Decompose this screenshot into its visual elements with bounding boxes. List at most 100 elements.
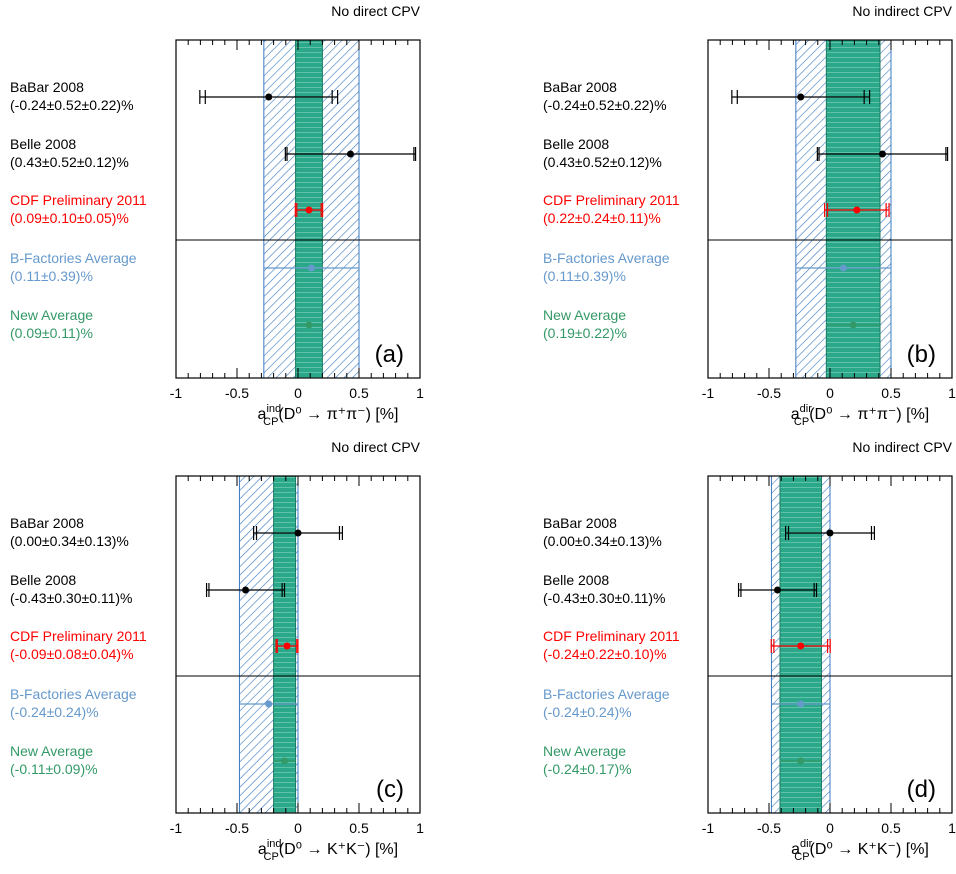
row-result: (-0.11±0.09)% <box>10 761 98 777</box>
row-name: B-Factories Average <box>543 250 670 266</box>
x-axis-label-base: a <box>258 841 267 858</box>
x-tick-label: 0 <box>826 820 834 836</box>
row-result: (0.00±0.34±0.13)% <box>543 533 662 549</box>
x-axis-label-sub: CP <box>263 416 278 428</box>
x-tick-label: -1 <box>702 820 715 836</box>
data-point <box>265 700 273 708</box>
x-axis-label-sup: dir <box>800 403 813 415</box>
x-tick-label: 0 <box>294 820 302 836</box>
x-tick-label: 1 <box>416 820 424 836</box>
row-new-average: New Average (0.09±0.11)% <box>10 307 323 341</box>
row-babar-2008: BaBar 2008 (0.00±0.34±0.13)% <box>10 515 344 549</box>
row-name: New Average <box>10 307 93 323</box>
row-result: (-0.43±0.30±0.11)% <box>10 590 133 606</box>
row-cdf-preliminary-2011: CDF Preliminary 2011 (-0.24±0.22±0.10)% <box>543 628 831 662</box>
data-point <box>849 321 857 329</box>
row-result: (0.00±0.34±0.13)% <box>10 533 129 549</box>
x-axis-label-sub: CP <box>794 416 809 428</box>
x-tick-label: 1 <box>948 385 956 401</box>
data-point <box>346 150 354 158</box>
row-result: (-0.24±0.24)% <box>10 704 99 720</box>
row-belle-2008: Belle 2008 (0.43±0.52±0.12)% <box>543 136 949 170</box>
row-new-average: New Average (0.19±0.22)% <box>543 307 881 341</box>
chart-panel-b: No indirect CPV -1 -0.5 0 0.5 1 adir CP(D⁰ → π⁺… <box>543 3 956 428</box>
x-axis-label-sup: ind <box>266 403 281 415</box>
row-result: (-0.09±0.08±0.04)% <box>10 646 134 662</box>
chart-panel-c: No direct CPV -1 -0.5 0 0.5 1 aind CP(D⁰ → K⁺K⁻… <box>10 439 424 863</box>
panel-header: No direct CPV <box>331 439 420 455</box>
x-tick-label: -0.5 <box>757 820 781 836</box>
x-axis-label-sup: ind <box>267 838 282 850</box>
row-result: (0.09±0.10±0.05)% <box>10 210 129 226</box>
row-name: CDF Preliminary 2011 <box>10 192 147 208</box>
x-tick-label: 0.5 <box>881 820 901 836</box>
row-name: CDF Preliminary 2011 <box>10 628 147 644</box>
panel-header: No indirect CPV <box>852 439 952 455</box>
x-tick-label: 1 <box>416 385 424 401</box>
row-new-average: New Average (-0.11±0.09)% <box>10 743 296 777</box>
row-name: CDF Preliminary 2011 <box>543 628 680 644</box>
row-name: B-Factories Average <box>10 686 137 702</box>
row-name: BaBar 2008 <box>10 79 84 95</box>
x-axis-label: aind CP(D⁰ → K⁺K⁻) [%] <box>258 838 398 863</box>
data-point <box>242 586 250 594</box>
data-point <box>839 264 847 272</box>
data-point <box>853 206 861 214</box>
row-result: (-0.24±0.52±0.22)% <box>543 97 667 113</box>
data-point <box>307 264 315 272</box>
data-point <box>826 529 834 537</box>
x-axis-label-sub: CP <box>794 851 809 863</box>
row-name: Belle 2008 <box>10 572 76 588</box>
x-tick-label: 0 <box>294 385 302 401</box>
row-babar-2008: BaBar 2008 (0.00±0.34±0.13)% <box>543 515 876 549</box>
chart-panel-d: No indirect CPV -1 -0.5 0 0.5 1 adir CP(D⁰ → K⁺… <box>543 439 956 863</box>
row-result: (-0.24±0.17)% <box>543 761 632 777</box>
row-result: (0.43±0.52±0.12)% <box>543 154 662 170</box>
data-point <box>294 529 302 537</box>
x-axis-label-base: a <box>258 406 267 423</box>
data-point <box>265 93 273 101</box>
x-axis-label-rest: (D⁰ → π⁺π⁻) [%] <box>809 406 929 423</box>
x-tick-label: 0.5 <box>349 385 369 401</box>
row-b-factories-average: B-Factories Average (0.11±0.39)% <box>543 250 891 284</box>
row-cdf-preliminary-2011: CDF Preliminary 2011 (0.09±0.10±0.05)% <box>10 192 324 226</box>
row-name: BaBar 2008 <box>543 515 617 531</box>
row-name: New Average <box>543 743 626 759</box>
row-name: New Average <box>543 307 626 323</box>
data-point <box>797 642 805 650</box>
row-name: B-Factories Average <box>10 250 137 266</box>
x-axis-label-base: a <box>791 841 800 858</box>
row-name: Belle 2008 <box>543 136 609 152</box>
row-cdf-preliminary-2011: CDF Preliminary 2011 (0.22±0.24±0.11)% <box>543 192 890 226</box>
panel-label: (d) <box>907 776 936 803</box>
x-tick-label: 0.5 <box>881 385 901 401</box>
data-point <box>305 321 313 329</box>
data-point <box>797 700 805 708</box>
data-point <box>774 586 782 594</box>
x-tick-label: -1 <box>170 385 183 401</box>
row-result: (-0.43±0.30±0.11)% <box>543 590 666 606</box>
row-result: (0.11±0.39)% <box>10 268 93 284</box>
row-name: B-Factories Average <box>543 686 670 702</box>
row-b-factories-average: B-Factories Average (-0.24±0.24)% <box>543 686 830 720</box>
row-new-average: New Average (-0.24±0.17)% <box>543 743 822 777</box>
x-tick-label: -0.5 <box>225 820 249 836</box>
data-point <box>878 150 886 158</box>
row-babar-2008: BaBar 2008 (-0.24±0.52±0.22)% <box>543 79 871 113</box>
panel-label: (b) <box>907 341 936 368</box>
data-point <box>283 642 291 650</box>
x-axis-label-rest: (D⁰ → K⁺K⁻) [%] <box>810 841 929 858</box>
x-tick-label: 1 <box>948 820 956 836</box>
row-result: (0.11±0.39)% <box>543 268 626 284</box>
row-b-factories-average: B-Factories Average (-0.24±0.24)% <box>10 686 298 720</box>
row-result: (-0.24±0.24)% <box>543 704 632 720</box>
row-b-factories-average: B-Factories Average (0.11±0.39)% <box>10 250 359 284</box>
row-cdf-preliminary-2011: CDF Preliminary 2011 (-0.09±0.08±0.04)% <box>10 628 299 662</box>
row-belle-2008: Belle 2008 (-0.43±0.30±0.11)% <box>543 572 818 606</box>
row-result: (0.22±0.24±0.11)% <box>543 210 661 226</box>
x-axis-label: adir CP(D⁰ → π⁺π⁻) [%] <box>791 403 929 428</box>
x-axis-label-sup: dir <box>800 838 813 850</box>
panel-header: No direct CPV <box>331 3 420 19</box>
x-tick-label: -1 <box>702 385 715 401</box>
